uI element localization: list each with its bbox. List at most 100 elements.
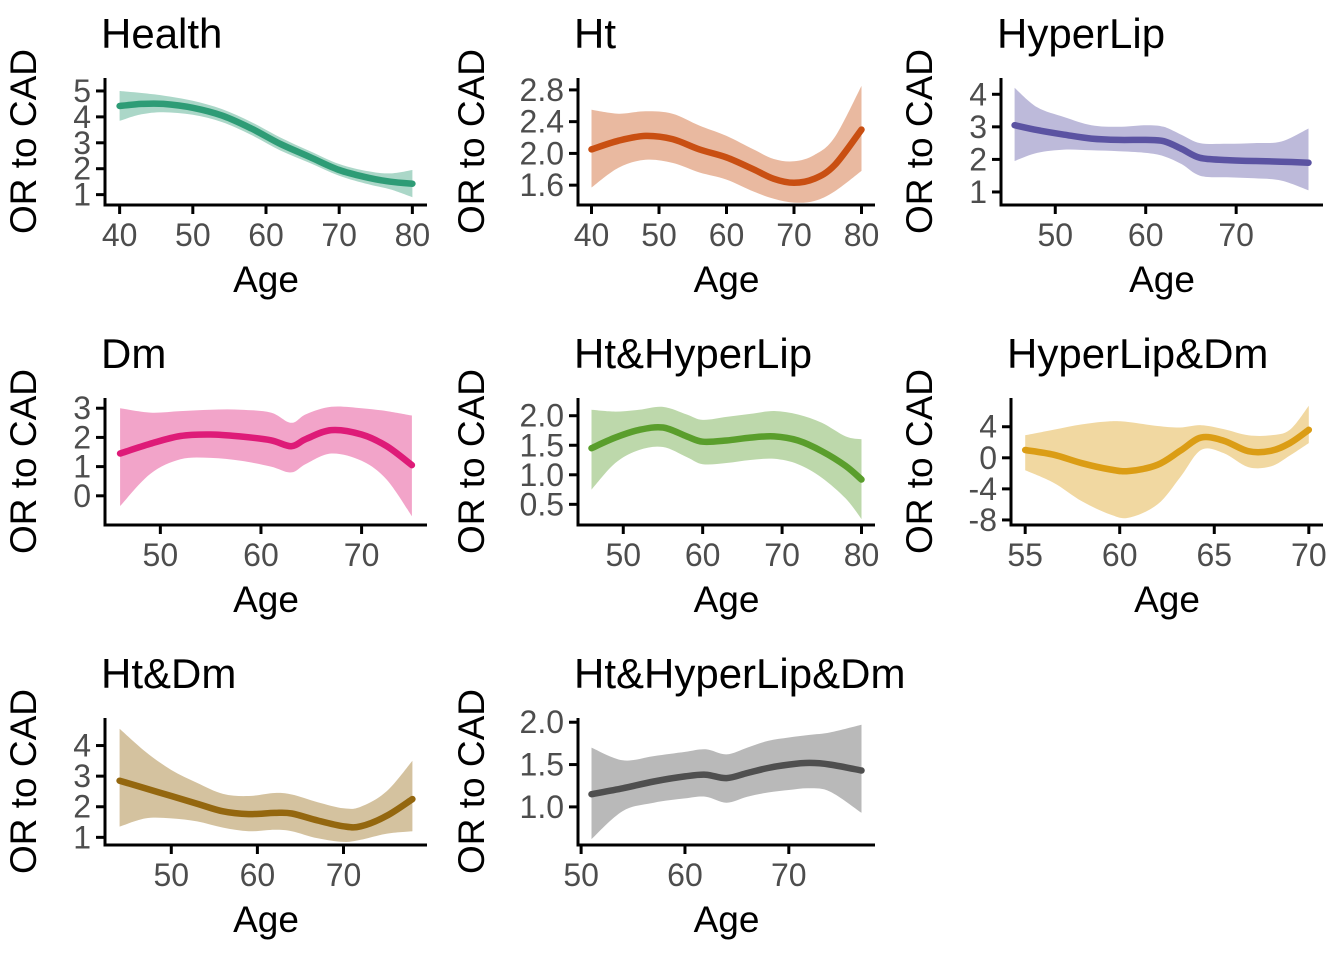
y-tick-label: 3	[969, 109, 987, 145]
panel-title: Ht&HyperLip	[574, 330, 812, 377]
y-tick-label: 0.5	[520, 486, 564, 522]
chart-svg: 50 60 70 1.0 1.5 2.0 Ht&HyperLip&Dm Age OR to CA…	[451, 650, 905, 940]
x-tick-label: 60	[1128, 217, 1164, 253]
x-axis-label: Age	[694, 259, 760, 300]
trend-line	[588, 423, 865, 483]
chart-panel-5: 50 60 70 80 0.5 1.0 1.5 2.0 Ht&HyperLip Age OR to …	[448, 320, 896, 640]
y-tick-label: 4	[969, 76, 987, 112]
chart-svg: 50 60 70 80 0.51.01.52.0 Ht&HyperLip Age OR to …	[451, 330, 880, 620]
y-axis-label: OR to CAD	[3, 369, 44, 554]
axis-lines	[576, 398, 875, 527]
x-tick-label: 50	[1037, 217, 1073, 253]
x-tick-label: 70	[771, 857, 807, 893]
y-tick-label: 4	[73, 728, 91, 764]
y-tick-label: 4	[979, 409, 997, 445]
panel-title: Dm	[101, 330, 166, 377]
y-axis-label: OR to CAD	[451, 49, 492, 234]
trend-line	[588, 126, 865, 187]
x-tick-label: 70	[321, 217, 357, 253]
x-tick-label: 70	[1218, 217, 1254, 253]
trend-line	[1011, 121, 1312, 166]
y-tick-label: 3	[73, 125, 91, 161]
axis-lines	[103, 398, 427, 527]
y-tick-label: 1.5	[520, 747, 564, 783]
x-axis-label: Age	[694, 579, 760, 620]
chart-svg: 40 50 60 70 80 1.62.02.42.8 Ht Age OR to CAD	[451, 10, 879, 300]
y-tick-label: 2.0	[520, 135, 564, 171]
y-tick-label: 3	[73, 390, 91, 426]
y-tick-label: 2.8	[520, 72, 564, 108]
x-axis-label: Age	[233, 579, 299, 620]
x-tick-label: 60	[240, 857, 276, 893]
x-tick-label: 60	[685, 537, 721, 573]
x-tick-label: 60	[709, 217, 745, 253]
chart-panel-6: 55 60 65 70 -8 -4 0 4 HyperLip&Dm Age OR to CAD	[896, 320, 1344, 640]
axis-lines	[576, 718, 875, 847]
x-axis-label: Age	[694, 899, 760, 940]
y-axis-label: OR to CAD	[451, 689, 492, 874]
y-tick-label: 2	[73, 789, 91, 825]
y-tick-label: 2.0	[520, 704, 564, 740]
y-axis-label: OR to CAD	[899, 369, 940, 554]
trend-line	[116, 777, 416, 831]
y-tick-label: 1	[73, 449, 91, 485]
y-tick-label: 4	[73, 99, 91, 135]
x-tick-label: 70	[326, 857, 362, 893]
x-tick-label: 55	[1007, 537, 1043, 573]
chart-panel-8: 50 60 70 1.0 1.5 2.0 Ht&HyperLip&Dm Age OR to CA…	[448, 640, 905, 960]
x-tick-label: 65	[1196, 537, 1232, 573]
panel-title: Ht&Dm	[101, 650, 236, 697]
x-tick-label: 80	[844, 537, 880, 573]
trend-line	[1021, 426, 1313, 475]
trend-line	[116, 426, 416, 469]
confidence-ribbon	[119, 728, 413, 842]
panel-title: Health	[101, 10, 222, 57]
y-tick-label: -8	[969, 502, 997, 538]
x-tick-label: 60	[1102, 537, 1138, 573]
confidence-ribbon	[591, 85, 862, 203]
x-axis-label: Age	[1134, 579, 1200, 620]
y-tick-label: 1.5	[520, 427, 564, 463]
axis-lines	[1009, 398, 1323, 527]
y-tick-label: 2	[73, 419, 91, 455]
panel-title: HyperLip	[997, 10, 1165, 57]
x-tick-label: 70	[1291, 537, 1327, 573]
y-tick-label: 1.0	[520, 789, 564, 825]
y-axis-label: OR to CAD	[899, 49, 940, 234]
x-tick-label: 60	[667, 857, 703, 893]
chart-panel-7: 50 60 70 1 2 3 4 Ht&Dm Age OR to CAD	[0, 640, 448, 960]
y-tick-label: 1	[73, 819, 91, 855]
confidence-ribbon	[591, 406, 862, 520]
chart-panel-2: 40 50 60 70 80 1.6 2.0 2.4 2.8 Ht Age OR to CAD	[448, 0, 896, 320]
x-axis-label: Age	[233, 899, 299, 940]
chart-svg: 55 60 65 70 -8-404 HyperLip&Dm Age OR to CAD	[899, 330, 1327, 620]
y-tick-label: 2	[969, 141, 987, 177]
x-tick-label: 40	[102, 217, 138, 253]
x-axis-label: Age	[233, 259, 299, 300]
y-tick-label: 0	[979, 440, 997, 476]
y-axis-label: OR to CAD	[451, 369, 492, 554]
y-tick-label: 1	[969, 174, 987, 210]
chart-panel-1: 40 50 60 70 80 1 2 3 4 5 Health Age OR to CAD	[0, 0, 448, 320]
x-tick-label: 80	[395, 217, 431, 253]
x-axis-label: Age	[1129, 259, 1195, 300]
y-tick-label: 2	[73, 151, 91, 187]
chart-panel-3: 50 60 70 1 2 3 4 HyperLip Age OR to CAD	[896, 0, 1344, 320]
y-tick-label: 1.6	[520, 167, 564, 203]
x-tick-label: 70	[344, 537, 380, 573]
x-tick-label: 60	[248, 217, 284, 253]
y-tick-label: 2.0	[520, 398, 564, 434]
x-tick-label: 50	[175, 217, 211, 253]
axis-lines	[999, 78, 1323, 207]
x-tick-label: 40	[574, 217, 610, 253]
panel-title: Ht&HyperLip&Dm	[574, 650, 905, 697]
y-tick-label: 1.0	[520, 457, 564, 493]
panel-title: HyperLip&Dm	[1007, 330, 1268, 377]
trend-line	[116, 100, 416, 187]
x-tick-label: 70	[764, 537, 800, 573]
x-tick-label: 60	[243, 537, 279, 573]
